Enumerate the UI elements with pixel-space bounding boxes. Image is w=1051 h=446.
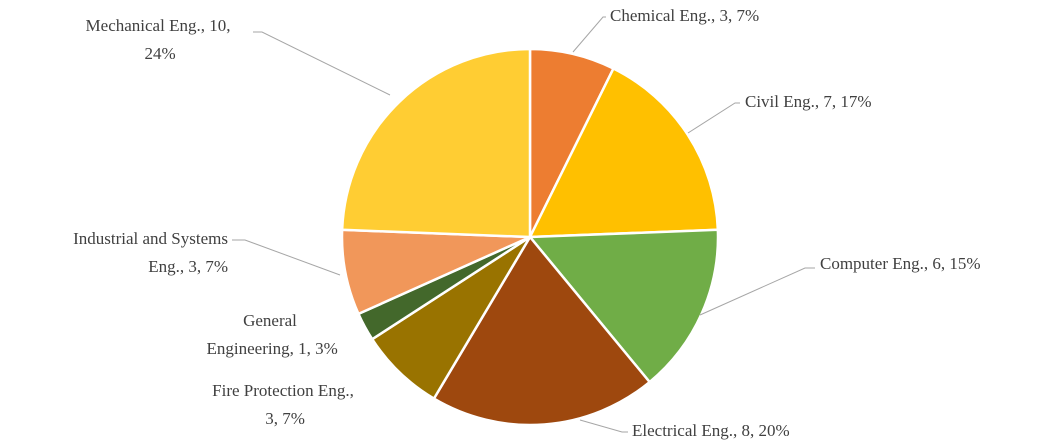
data-label: Civil Eng., 7, 17% [745, 92, 872, 111]
data-label: Electrical Eng., 8, 20% [632, 421, 790, 440]
data-label: Computer Eng., 6, 15% [820, 254, 981, 273]
data-label: General Engineering, 1, 3% [202, 311, 338, 358]
pie-slice [527, 66, 720, 239]
pie-slice [340, 47, 532, 239]
data-label: Mechanical Eng., 10, 24% [86, 16, 231, 63]
leader-line [579, 419, 628, 433]
data-label: Fire Protection Eng., 3, 7% [212, 381, 354, 428]
leader-line [687, 102, 740, 134]
pie-slice [432, 234, 652, 427]
leader-line [572, 16, 606, 53]
leader-line [253, 31, 391, 96]
data-label: Industrial and Systems Eng., 3, 7% [73, 229, 228, 276]
leader-line [699, 267, 815, 316]
data-label: Chemical Eng., 3, 7% [610, 6, 759, 25]
leader-line [232, 239, 341, 276]
